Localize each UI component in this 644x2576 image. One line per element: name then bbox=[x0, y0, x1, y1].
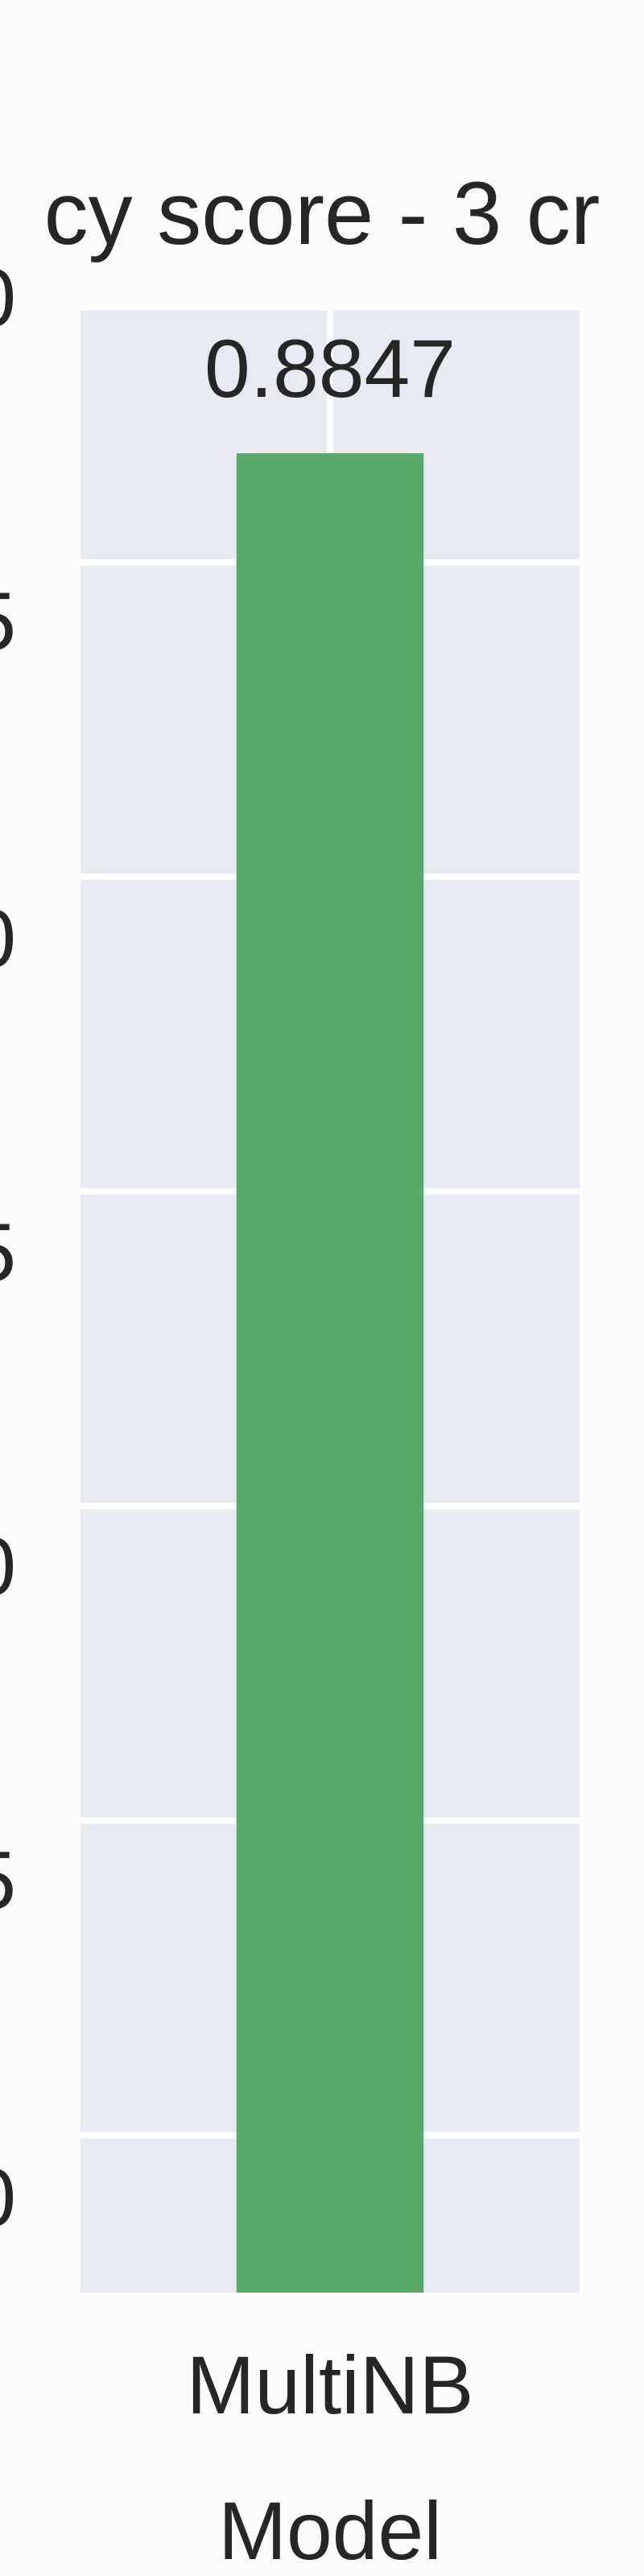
label-layer: 0.8847 bbox=[204, 323, 456, 415]
y-tick-label: 0 bbox=[0, 2152, 16, 2244]
y-tick-label: 0 bbox=[0, 1521, 16, 1612]
chart-title: cy score - 3 cr bbox=[44, 164, 601, 263]
y-tick-label: 5 bbox=[0, 1835, 16, 1926]
y-tick-label: 5 bbox=[0, 1207, 16, 1298]
y-tick-label: 5 bbox=[0, 576, 16, 667]
y-tick-label: 0 bbox=[0, 893, 16, 985]
bar-data-label: 0.8847 bbox=[204, 323, 456, 415]
bar-layer bbox=[236, 453, 424, 2293]
x-axis-label: Model bbox=[218, 2485, 442, 2576]
x-tick-label: MultiNB bbox=[186, 2339, 473, 2431]
y-tick-label: 0 bbox=[0, 252, 16, 344]
y-tick-layer: 0 5 0 5 0 5 0 bbox=[0, 252, 16, 2244]
bar bbox=[236, 453, 424, 2293]
x-tick-layer: MultiNB bbox=[186, 2339, 473, 2431]
